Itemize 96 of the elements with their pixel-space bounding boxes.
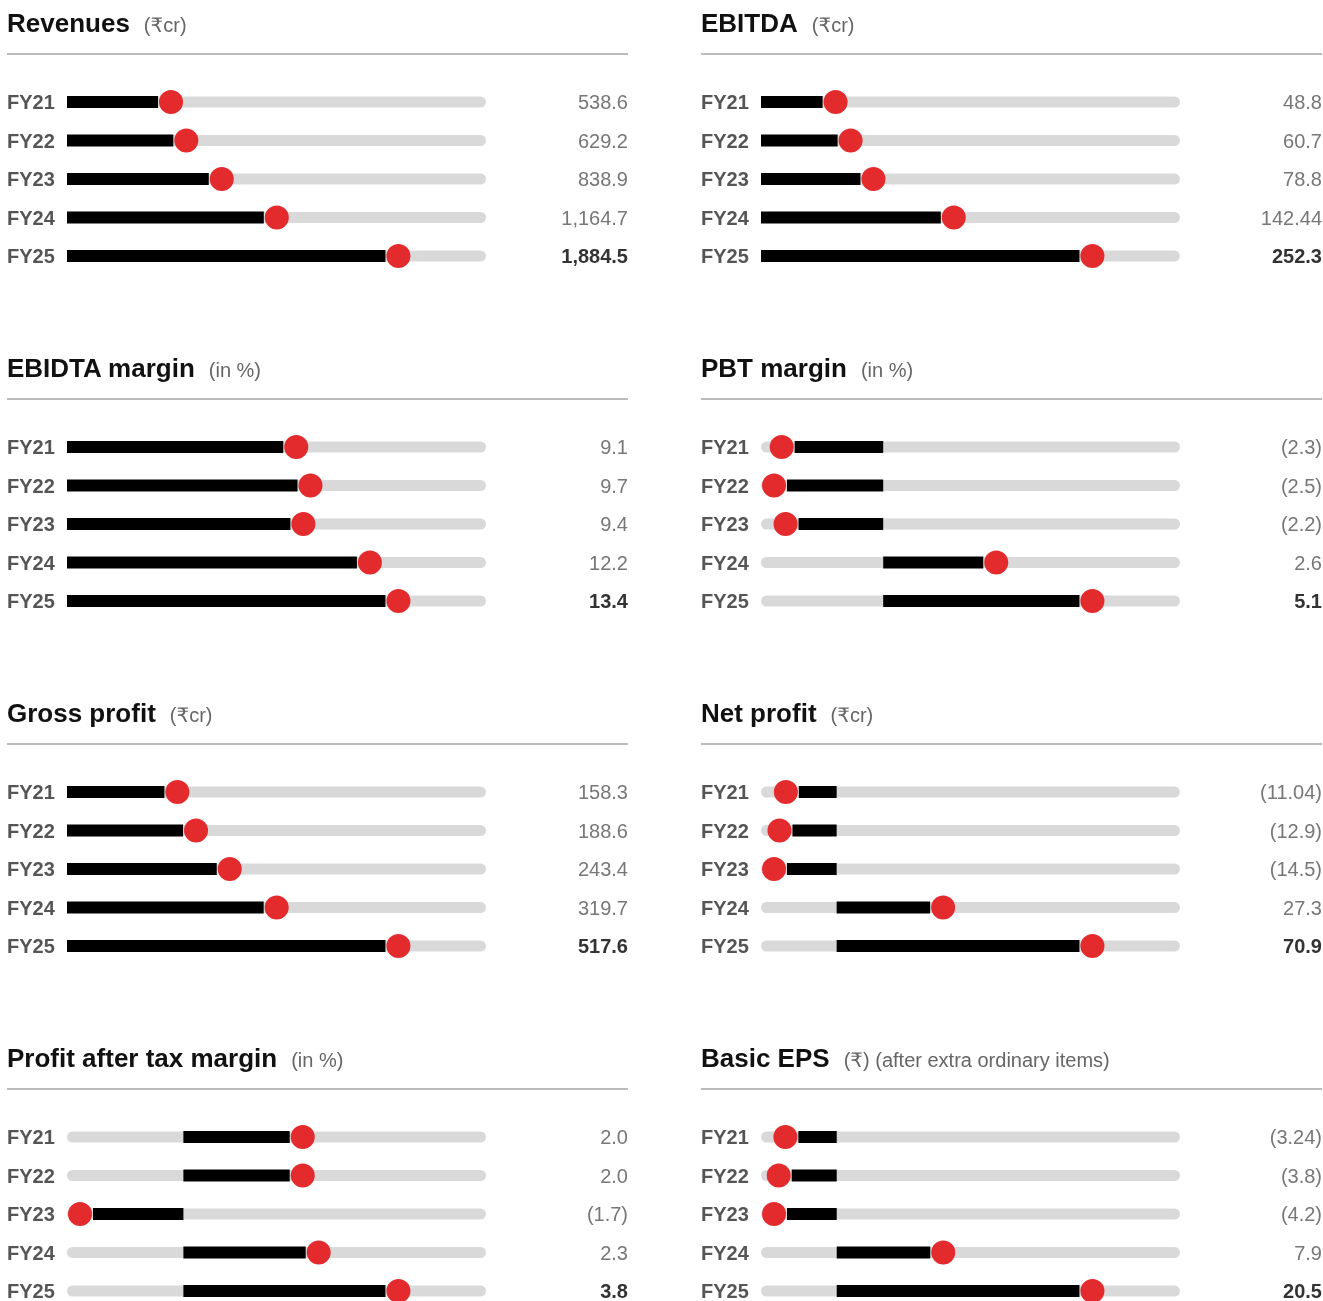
y-tick-label: FY25 (7, 245, 55, 267)
chart-title: EBITDA (701, 8, 798, 38)
y-tick-label: FY21 (701, 436, 749, 458)
chart-subtitle: (in %) (860, 359, 914, 381)
chart-subtitle: (₹) (after extra ordinary items) (843, 1049, 1110, 1071)
data-label: 188.6 (577, 819, 628, 842)
data-label: 9.4 (600, 513, 628, 535)
data-label: 27.3 (1283, 896, 1322, 919)
y-tick-label: FY23 (701, 513, 749, 535)
chart-title: EBIDTA margin (7, 353, 195, 383)
data-label: 243.4 (577, 858, 628, 880)
data-label: (4.2) (1280, 1203, 1322, 1225)
y-tick-label: FY24 (701, 206, 750, 229)
data-label: 319.7 (577, 896, 628, 919)
chart-subtitle: (₹cr) (811, 14, 855, 36)
y-tick-label: FY25 (701, 590, 749, 612)
y-tick-label: FY24 (701, 896, 750, 919)
y-tick-label: FY22 (701, 1164, 749, 1187)
chart-subtitle: (in %) (208, 359, 262, 381)
y-tick-label: FY25 (701, 935, 749, 957)
data-label: 142.44 (1260, 206, 1322, 229)
data-label: 2.0 (600, 1164, 628, 1187)
data-label: (11.04) (1260, 781, 1322, 803)
data-label: 48.8 (1283, 91, 1322, 113)
data-label: 2.6 (1294, 551, 1322, 574)
data-label: 158.3 (577, 781, 628, 803)
data-label: 12.2 (589, 551, 628, 574)
y-tick-label: FY24 (701, 1241, 750, 1264)
chart-subtitle: (₹cr) (830, 704, 874, 726)
data-label: (2.5) (1280, 474, 1322, 497)
data-label: 629.2 (577, 129, 628, 152)
y-tick-label: FY21 (7, 91, 55, 113)
y-tick-label: FY21 (701, 1126, 749, 1148)
data-label: (12.9) (1269, 819, 1322, 842)
y-tick-label: FY25 (701, 1280, 749, 1301)
y-tick-label: FY22 (701, 129, 749, 152)
y-tick-label: FY22 (701, 819, 749, 842)
y-tick-label: FY23 (7, 513, 55, 535)
y-tick-label: FY23 (7, 1203, 55, 1225)
y-tick-label: FY21 (7, 781, 55, 803)
y-tick-label: FY25 (7, 1280, 55, 1301)
chart-subtitle: (in %) (291, 1049, 344, 1071)
data-label: (1.7) (586, 1203, 628, 1225)
data-label: 2.3 (600, 1241, 628, 1264)
y-tick-label: FY22 (7, 474, 55, 497)
data-label: 7.9 (1294, 1241, 1322, 1264)
chart-title: Net profit (701, 698, 817, 728)
data-label: (14.5) (1269, 858, 1322, 880)
y-tick-label: FY22 (701, 474, 749, 497)
y-tick-label: FY23 (7, 168, 55, 190)
y-tick-label: FY25 (7, 935, 55, 957)
chart-subtitle: (₹cr) (169, 704, 213, 726)
data-label: 13.4 (589, 590, 629, 612)
data-label: 5.1 (1294, 590, 1322, 612)
y-tick-label: FY23 (701, 1203, 749, 1225)
y-tick-label: FY25 (701, 245, 749, 267)
chart-title: Gross profit (7, 698, 157, 728)
y-tick-label: FY25 (7, 590, 55, 612)
chart-subtitle: (₹cr) (143, 14, 187, 36)
data-label: (2.2) (1280, 513, 1322, 535)
data-label: 3.8 (600, 1280, 628, 1301)
y-tick-label: FY24 (7, 206, 56, 229)
chart-title: PBT margin (701, 353, 847, 383)
y-tick-label: FY24 (7, 551, 56, 574)
y-tick-label: FY22 (7, 1164, 55, 1187)
data-label: 9.7 (600, 474, 628, 497)
y-tick-label: FY23 (701, 858, 749, 880)
data-label: (3.8) (1280, 1164, 1322, 1187)
chart-title: Revenues (7, 8, 130, 38)
y-tick-label: FY23 (701, 168, 749, 190)
y-tick-label: FY24 (7, 896, 56, 919)
data-label: 20.5 (1283, 1280, 1322, 1301)
data-label: (3.24) (1269, 1126, 1322, 1148)
y-tick-label: FY21 (7, 1126, 55, 1148)
y-tick-label: FY23 (7, 858, 55, 880)
data-label: 78.8 (1283, 168, 1322, 190)
data-label: 517.6 (577, 935, 628, 957)
y-tick-label: FY21 (7, 436, 55, 458)
data-label: (2.3) (1280, 436, 1322, 458)
data-label: 9.1 (600, 436, 628, 458)
data-label: 70.9 (1283, 935, 1322, 957)
y-tick-label: FY22 (7, 819, 55, 842)
chart-title: Profit after tax margin (7, 1043, 278, 1073)
data-label: 538.6 (577, 91, 628, 113)
data-label: 1,884.5 (561, 245, 628, 267)
y-tick-label: FY24 (701, 551, 750, 574)
data-label: 838.9 (577, 168, 628, 190)
data-label: 1,164.7 (561, 206, 628, 229)
chart-title: Basic EPS (701, 1043, 830, 1073)
y-tick-label: FY21 (701, 781, 749, 803)
y-tick-label: FY22 (7, 129, 55, 152)
data-label: 2.0 (600, 1126, 628, 1148)
data-label: 252.3 (1271, 245, 1322, 267)
y-tick-label: FY21 (701, 91, 749, 113)
data-label: 60.7 (1283, 129, 1322, 152)
y-tick-label: FY24 (7, 1241, 56, 1264)
